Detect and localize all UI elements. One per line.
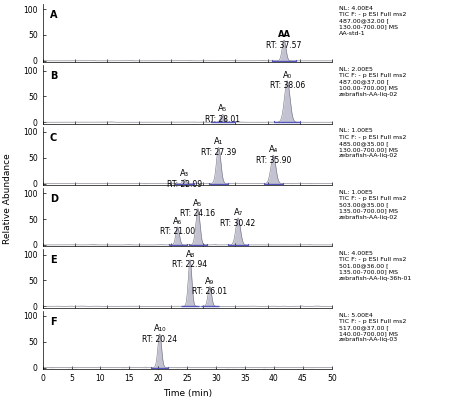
Text: A₁₀: A₁₀ [154, 324, 166, 333]
X-axis label: Time (min): Time (min) [163, 389, 212, 397]
Text: A₄: A₄ [269, 145, 278, 154]
Text: A₆: A₆ [173, 217, 182, 226]
Text: RT: 24.16: RT: 24.16 [180, 209, 216, 218]
Text: A₈: A₈ [185, 250, 195, 259]
Text: NL: 5.00E4
TIC F: - p ESI Full ms2
517.00@37.00 [
140.00-700.00] MS
zebrafish-AA: NL: 5.00E4 TIC F: - p ESI Full ms2 517.0… [339, 312, 406, 342]
Text: B: B [50, 71, 57, 81]
Text: RT: 20.24: RT: 20.24 [142, 335, 177, 343]
Text: NL: 2.00E5
TIC F: - p ESI Full ms2
487.00@37.00 [
100.00-700.00] MS
zebrafish-AA: NL: 2.00E5 TIC F: - p ESI Full ms2 487.0… [339, 67, 406, 97]
Text: A₇: A₇ [234, 208, 243, 217]
Text: A₅: A₅ [193, 199, 202, 208]
Text: RT: 21.00: RT: 21.00 [160, 227, 195, 236]
Text: RT: 22.94: RT: 22.94 [173, 260, 208, 269]
Text: RT: 38.06: RT: 38.06 [270, 81, 305, 91]
Text: RT: 27.39: RT: 27.39 [201, 148, 236, 157]
Text: A: A [50, 10, 57, 20]
Text: NL: 1.00E5
TIC F: - p ESI Full ms2
485.00@35.00 [
130.00-700.00] MS
zebrafish-AA: NL: 1.00E5 TIC F: - p ESI Full ms2 485.0… [339, 129, 406, 158]
Text: NL: 4.00E4
TIC F: - p ESI Full ms2
487.00@32.00 [
130.00-700.00] MS
AA-std-1: NL: 4.00E4 TIC F: - p ESI Full ms2 487.0… [339, 6, 406, 35]
Text: RT: 35.90: RT: 35.90 [255, 156, 291, 165]
Text: RT: 22.09: RT: 22.09 [167, 180, 202, 189]
Text: RT: 26.01: RT: 26.01 [192, 287, 228, 296]
Text: D: D [50, 194, 58, 204]
Text: F: F [50, 317, 56, 327]
Text: RT: 37.57: RT: 37.57 [266, 40, 302, 50]
Text: A₁: A₁ [214, 137, 223, 146]
Text: A₃: A₃ [180, 170, 189, 178]
Text: NL: 1.00E5
TIC F: - p ESI Full ms2
503.00@35.00 [
135.00-700.00] MS
zebrafish-AA: NL: 1.00E5 TIC F: - p ESI Full ms2 503.0… [339, 190, 406, 220]
Text: RT: 28.01: RT: 28.01 [205, 115, 240, 124]
Text: A₅: A₅ [218, 104, 227, 114]
Text: E: E [50, 255, 56, 265]
Text: Relative Abundance: Relative Abundance [3, 153, 11, 244]
Text: C: C [50, 133, 57, 143]
Text: A₀: A₀ [283, 71, 292, 80]
Text: RT: 30.42: RT: 30.42 [220, 219, 256, 227]
Text: A₉: A₉ [205, 277, 214, 285]
Text: NL: 4.00E5
TIC F: - p ESI Full ms2
501.00@36.00 [
135.00-700.00] MS
zebrafish-AA: NL: 4.00E5 TIC F: - p ESI Full ms2 501.0… [339, 251, 412, 281]
Text: AA: AA [278, 30, 291, 39]
